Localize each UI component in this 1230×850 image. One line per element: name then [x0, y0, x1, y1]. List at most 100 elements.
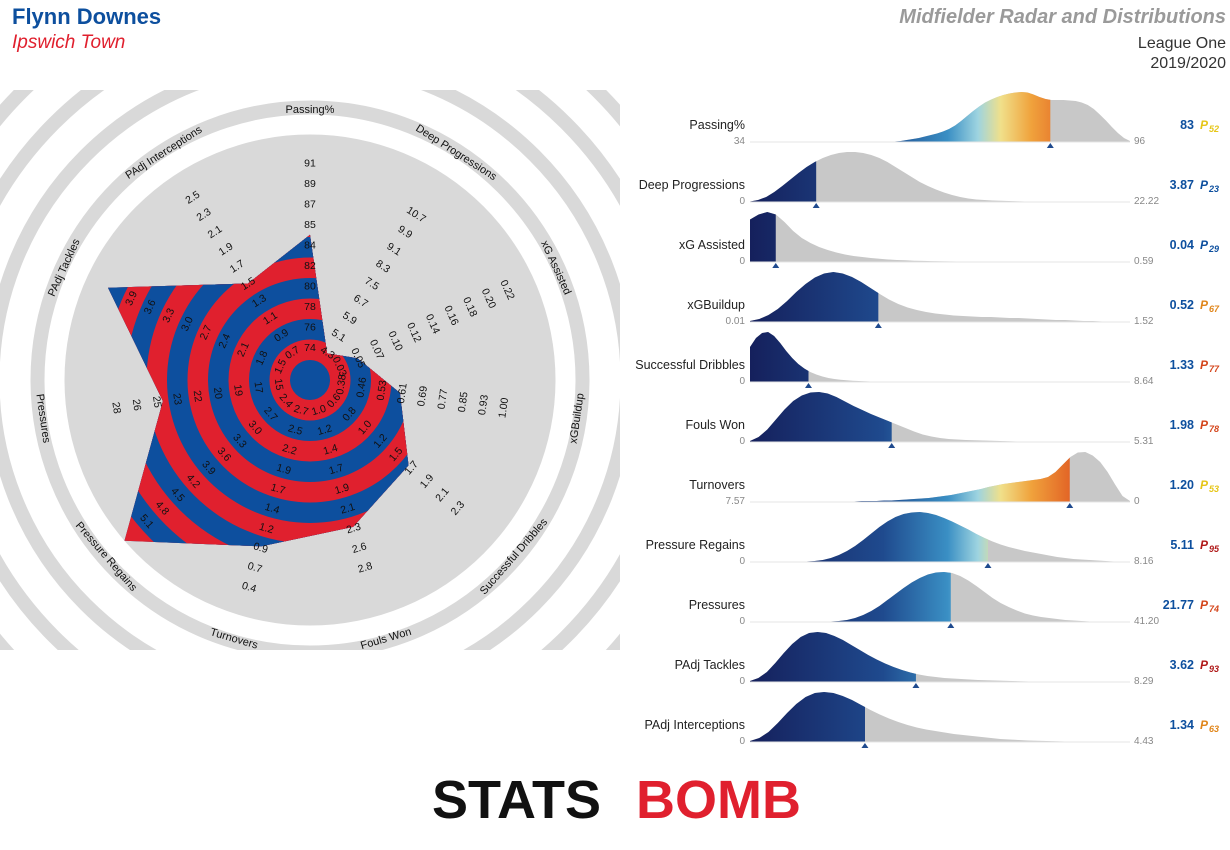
radar-tick-label: 2.7	[292, 403, 310, 419]
radar-tick-label: 91	[304, 157, 316, 169]
distribution-label: Successful Dribbles	[635, 358, 745, 372]
radar-tick-label: 0.4	[240, 580, 258, 596]
statsbomb-logo: STATS BOMB	[432, 770, 801, 830]
percentile-value: 52	[1209, 124, 1219, 134]
radar-tick-label: 78	[304, 301, 316, 313]
player-value: 1.20	[1170, 478, 1194, 492]
radar-tick-label: 2.1	[339, 501, 357, 517]
radar-tick-label: 2.8	[356, 560, 374, 576]
distribution-label: xGBuildup	[687, 298, 745, 312]
radar-tick-label: 3.9	[123, 289, 140, 307]
player-value: 1.33	[1170, 358, 1194, 372]
radar-tick-label: 0.7	[246, 560, 264, 576]
distribution-max-label: 41.20	[1134, 616, 1159, 627]
distribution-max-label: 8.16	[1134, 556, 1154, 567]
distribution-max-label: 5.31	[1134, 436, 1154, 447]
radar-tick-label: 0.38	[334, 373, 349, 395]
distribution-curve-highlight	[750, 272, 879, 322]
league-name: League One	[1137, 35, 1226, 52]
distribution-label: xG Assisted	[679, 238, 745, 252]
radar-tick-label: 1.9	[333, 481, 351, 497]
value-marker	[874, 323, 882, 328]
percentile-prefix: P	[1200, 478, 1209, 492]
radar-outer-ring	[30, 100, 590, 650]
radar-center	[290, 360, 330, 400]
distribution-curve-highlight	[750, 212, 776, 262]
radar-tick-label: 0.85	[456, 391, 471, 413]
percentile-prefix: P	[1200, 238, 1209, 252]
value-marker	[947, 623, 955, 628]
radar-tick-label: 85	[304, 219, 316, 231]
distribution-curve-highlight	[750, 92, 1051, 142]
distribution-curve-highlight	[750, 161, 817, 202]
radar-axis-label: PAdj Tackles	[46, 237, 83, 299]
distribution-min-label: 0	[739, 676, 745, 687]
radar-tick-label: 2.4	[216, 332, 233, 350]
percentile-value: 74	[1209, 604, 1219, 614]
percentile-value: 77	[1209, 364, 1220, 374]
radar-tick-label: 2.6	[351, 540, 369, 556]
percentile-value: 29	[1208, 244, 1219, 254]
distribution-label: PAdj Tackles	[675, 658, 745, 672]
radar-tick-label: 80	[304, 280, 316, 292]
radar-tick-label: 2.5	[287, 422, 305, 438]
distribution-label: Turnovers	[689, 478, 745, 492]
percentile-value: 78	[1209, 424, 1219, 434]
player-value: 1.34	[1170, 718, 1194, 732]
radar-tick-label: 1.2	[316, 422, 334, 438]
radar-tick-label: 23	[170, 392, 184, 405]
value-marker	[812, 203, 820, 208]
player-value: 1.98	[1170, 418, 1194, 432]
value-marker	[912, 683, 920, 688]
radar-tick-label: 1.9	[275, 462, 293, 478]
distribution-min-label: 0	[739, 376, 745, 387]
distribution-min-label: 0	[739, 556, 745, 567]
distribution-curve-highlight	[750, 632, 916, 682]
distribution-curve-full	[750, 152, 1130, 202]
percentile-prefix: P	[1200, 358, 1209, 372]
radar-tick-label: 26	[130, 398, 144, 411]
percentile-prefix: P	[1200, 418, 1209, 432]
player-value: 83	[1180, 118, 1194, 132]
distribution-max-label: 0	[1134, 496, 1140, 507]
radar-tick-label: 25	[150, 395, 164, 408]
percentile-value: 63	[1209, 724, 1219, 734]
radar-tick-label: 22	[191, 390, 205, 403]
player-value: 21.77	[1163, 598, 1194, 612]
percentile-prefix: P	[1200, 718, 1209, 732]
player-value: 3.62	[1170, 658, 1194, 672]
distribution-min-label: 0	[739, 436, 745, 447]
distribution-max-label: 96	[1134, 136, 1146, 147]
value-marker	[804, 383, 812, 388]
value-marker	[861, 743, 869, 748]
radar-tick-label: 3.3	[160, 306, 177, 324]
distribution-min-label: 7.57	[726, 496, 746, 507]
radar-tick-label: 89	[304, 178, 316, 190]
radar-tick-label: 28	[109, 401, 123, 414]
percentile-prefix: P	[1200, 178, 1209, 192]
distribution-label: Passing%	[689, 118, 745, 132]
distribution-min-label: 0	[739, 256, 745, 267]
radar-tick-label: 0.53	[375, 379, 390, 401]
player-value: 0.04	[1170, 238, 1194, 252]
radar-tick-label: 0.46	[354, 376, 369, 398]
distribution-min-label: 0	[739, 196, 745, 207]
distribution-curve-highlight	[750, 332, 809, 382]
player-value: 0.52	[1170, 298, 1194, 312]
radar-tick-label: 2.2	[281, 442, 299, 458]
distribution-min-label: 0	[739, 736, 745, 747]
distribution-min-label: 34	[734, 136, 746, 147]
radar-tick-label: 1.4	[263, 501, 281, 517]
percentile-prefix: P	[1200, 538, 1209, 552]
distribution-curve-full	[750, 452, 1130, 502]
distribution-min-label: 0	[739, 616, 745, 627]
distribution-curve-highlight	[750, 512, 988, 562]
radar-tick-label: 87	[304, 198, 316, 210]
distribution-curve-highlight	[750, 692, 865, 742]
value-marker	[888, 443, 896, 448]
radar-chart: 74767880828485878991Passing%4.35.15.96.7…	[0, 90, 620, 650]
percentile-value: 67	[1209, 304, 1220, 314]
radar-tick-label: 20	[211, 387, 225, 400]
distribution-max-label: 0.59	[1134, 256, 1154, 267]
